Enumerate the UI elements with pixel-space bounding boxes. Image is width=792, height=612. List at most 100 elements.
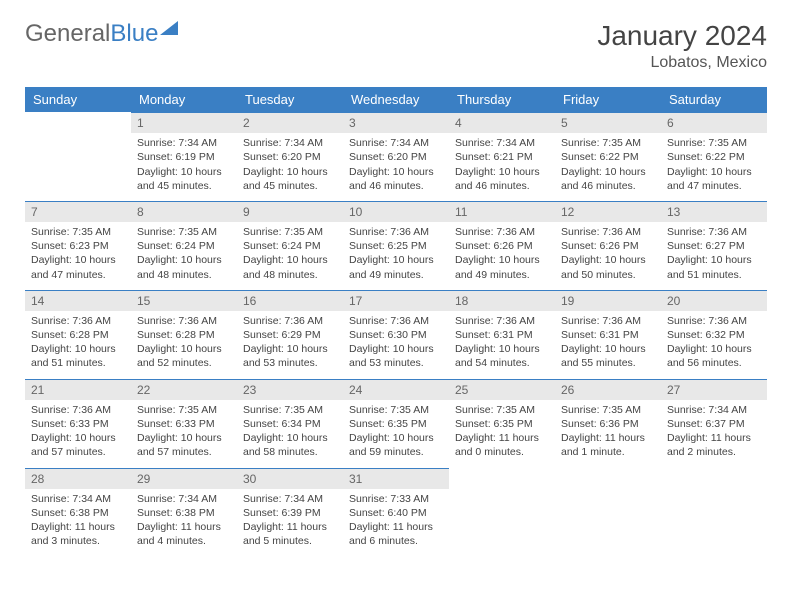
sunrise-text: Sunrise: 7:34 AM — [31, 492, 125, 506]
weekday-header: Thursday — [449, 87, 555, 112]
daylight-text: Daylight: 10 hours and 45 minutes. — [137, 165, 231, 193]
calendar-day-cell — [555, 468, 661, 557]
day-number: 23 — [237, 379, 343, 400]
calendar-day-cell: 17Sunrise: 7:36 AMSunset: 6:30 PMDayligh… — [343, 290, 449, 379]
daylight-text: Daylight: 10 hours and 52 minutes. — [137, 342, 231, 370]
day-number: 3 — [343, 112, 449, 133]
weekday-header-row: Sunday Monday Tuesday Wednesday Thursday… — [25, 87, 767, 112]
calendar-day-cell: 19Sunrise: 7:36 AMSunset: 6:31 PMDayligh… — [555, 290, 661, 379]
sunset-text: Sunset: 6:40 PM — [349, 506, 443, 520]
day-body: Sunrise: 7:36 AMSunset: 6:27 PMDaylight:… — [661, 222, 767, 290]
daylight-text: Daylight: 11 hours and 2 minutes. — [667, 431, 761, 459]
daylight-text: Daylight: 10 hours and 48 minutes. — [137, 253, 231, 281]
calendar-day-cell: 14Sunrise: 7:36 AMSunset: 6:28 PMDayligh… — [25, 290, 131, 379]
daylight-text: Daylight: 10 hours and 50 minutes. — [561, 253, 655, 281]
day-body: Sunrise: 7:35 AMSunset: 6:36 PMDaylight:… — [555, 400, 661, 468]
calendar-day-cell: 1Sunrise: 7:34 AMSunset: 6:19 PMDaylight… — [131, 112, 237, 201]
weekday-header: Friday — [555, 87, 661, 112]
day-number: 26 — [555, 379, 661, 400]
calendar-day-cell: 15Sunrise: 7:36 AMSunset: 6:28 PMDayligh… — [131, 290, 237, 379]
brand-triangle-icon — [160, 21, 178, 35]
day-number: 31 — [343, 468, 449, 489]
day-body: Sunrise: 7:34 AMSunset: 6:38 PMDaylight:… — [25, 489, 131, 557]
day-body: Sunrise: 7:35 AMSunset: 6:33 PMDaylight:… — [131, 400, 237, 468]
day-number: 24 — [343, 379, 449, 400]
calendar-day-cell: 2Sunrise: 7:34 AMSunset: 6:20 PMDaylight… — [237, 112, 343, 201]
day-number: 9 — [237, 201, 343, 222]
calendar-day-cell: 13Sunrise: 7:36 AMSunset: 6:27 PMDayligh… — [661, 201, 767, 290]
daylight-text: Daylight: 10 hours and 46 minutes. — [349, 165, 443, 193]
sunrise-text: Sunrise: 7:34 AM — [349, 136, 443, 150]
daylight-text: Daylight: 10 hours and 46 minutes. — [561, 165, 655, 193]
day-number: 28 — [25, 468, 131, 489]
sunset-text: Sunset: 6:31 PM — [561, 328, 655, 342]
day-body: Sunrise: 7:36 AMSunset: 6:28 PMDaylight:… — [131, 311, 237, 379]
weekday-header: Saturday — [661, 87, 767, 112]
sunset-text: Sunset: 6:35 PM — [349, 417, 443, 431]
day-body: Sunrise: 7:35 AMSunset: 6:22 PMDaylight:… — [661, 133, 767, 201]
sunset-text: Sunset: 6:20 PM — [243, 150, 337, 164]
calendar-table: Sunday Monday Tuesday Wednesday Thursday… — [25, 87, 767, 556]
day-number: 11 — [449, 201, 555, 222]
calendar-day-cell: 27Sunrise: 7:34 AMSunset: 6:37 PMDayligh… — [661, 379, 767, 468]
daylight-text: Daylight: 11 hours and 3 minutes. — [31, 520, 125, 548]
day-body: Sunrise: 7:36 AMSunset: 6:28 PMDaylight:… — [25, 311, 131, 379]
day-body: Sunrise: 7:36 AMSunset: 6:26 PMDaylight:… — [555, 222, 661, 290]
brand-part1: General — [25, 20, 110, 48]
weekday-header: Monday — [131, 87, 237, 112]
sunrise-text: Sunrise: 7:36 AM — [455, 314, 549, 328]
day-body: Sunrise: 7:34 AMSunset: 6:20 PMDaylight:… — [237, 133, 343, 201]
calendar-day-cell: 9Sunrise: 7:35 AMSunset: 6:24 PMDaylight… — [237, 201, 343, 290]
sunset-text: Sunset: 6:22 PM — [561, 150, 655, 164]
daylight-text: Daylight: 11 hours and 4 minutes. — [137, 520, 231, 548]
sunrise-text: Sunrise: 7:36 AM — [243, 314, 337, 328]
daylight-text: Daylight: 10 hours and 54 minutes. — [455, 342, 549, 370]
daylight-text: Daylight: 10 hours and 53 minutes. — [243, 342, 337, 370]
day-number: 21 — [25, 379, 131, 400]
sunset-text: Sunset: 6:28 PM — [31, 328, 125, 342]
brand-logo: GeneralBlue — [25, 20, 178, 48]
daylight-text: Daylight: 11 hours and 6 minutes. — [349, 520, 443, 548]
sunset-text: Sunset: 6:32 PM — [667, 328, 761, 342]
calendar-day-cell: 30Sunrise: 7:34 AMSunset: 6:39 PMDayligh… — [237, 468, 343, 557]
sunrise-text: Sunrise: 7:34 AM — [667, 403, 761, 417]
calendar-day-cell: 26Sunrise: 7:35 AMSunset: 6:36 PMDayligh… — [555, 379, 661, 468]
daylight-text: Daylight: 10 hours and 45 minutes. — [243, 165, 337, 193]
calendar-week-row: 21Sunrise: 7:36 AMSunset: 6:33 PMDayligh… — [25, 379, 767, 468]
day-body: Sunrise: 7:35 AMSunset: 6:24 PMDaylight:… — [237, 222, 343, 290]
day-number: 27 — [661, 379, 767, 400]
daylight-text: Daylight: 10 hours and 57 minutes. — [31, 431, 125, 459]
sunrise-text: Sunrise: 7:34 AM — [137, 492, 231, 506]
daylight-text: Daylight: 10 hours and 49 minutes. — [455, 253, 549, 281]
sunrise-text: Sunrise: 7:35 AM — [137, 403, 231, 417]
sunrise-text: Sunrise: 7:36 AM — [349, 314, 443, 328]
calendar-week-row: 14Sunrise: 7:36 AMSunset: 6:28 PMDayligh… — [25, 290, 767, 379]
sunset-text: Sunset: 6:30 PM — [349, 328, 443, 342]
daylight-text: Daylight: 11 hours and 5 minutes. — [243, 520, 337, 548]
sunset-text: Sunset: 6:39 PM — [243, 506, 337, 520]
day-number: 13 — [661, 201, 767, 222]
day-body: Sunrise: 7:36 AMSunset: 6:33 PMDaylight:… — [25, 400, 131, 468]
daylight-text: Daylight: 10 hours and 51 minutes. — [31, 342, 125, 370]
sunset-text: Sunset: 6:31 PM — [455, 328, 549, 342]
day-body: Sunrise: 7:34 AMSunset: 6:39 PMDaylight:… — [237, 489, 343, 557]
day-body: Sunrise: 7:36 AMSunset: 6:32 PMDaylight:… — [661, 311, 767, 379]
sunrise-text: Sunrise: 7:36 AM — [31, 403, 125, 417]
sunrise-text: Sunrise: 7:35 AM — [455, 403, 549, 417]
calendar-day-cell: 3Sunrise: 7:34 AMSunset: 6:20 PMDaylight… — [343, 112, 449, 201]
day-body: Sunrise: 7:36 AMSunset: 6:26 PMDaylight:… — [449, 222, 555, 290]
day-body: Sunrise: 7:35 AMSunset: 6:35 PMDaylight:… — [343, 400, 449, 468]
sunset-text: Sunset: 6:34 PM — [243, 417, 337, 431]
sunset-text: Sunset: 6:23 PM — [31, 239, 125, 253]
day-body: Sunrise: 7:34 AMSunset: 6:37 PMDaylight:… — [661, 400, 767, 468]
day-body: Sunrise: 7:36 AMSunset: 6:25 PMDaylight:… — [343, 222, 449, 290]
calendar-day-cell: 24Sunrise: 7:35 AMSunset: 6:35 PMDayligh… — [343, 379, 449, 468]
sunrise-text: Sunrise: 7:35 AM — [243, 403, 337, 417]
sunrise-text: Sunrise: 7:34 AM — [243, 136, 337, 150]
calendar-day-cell: 28Sunrise: 7:34 AMSunset: 6:38 PMDayligh… — [25, 468, 131, 557]
sunset-text: Sunset: 6:33 PM — [137, 417, 231, 431]
day-body: Sunrise: 7:36 AMSunset: 6:30 PMDaylight:… — [343, 311, 449, 379]
daylight-text: Daylight: 10 hours and 56 minutes. — [667, 342, 761, 370]
sunrise-text: Sunrise: 7:34 AM — [137, 136, 231, 150]
day-body: Sunrise: 7:34 AMSunset: 6:21 PMDaylight:… — [449, 133, 555, 201]
